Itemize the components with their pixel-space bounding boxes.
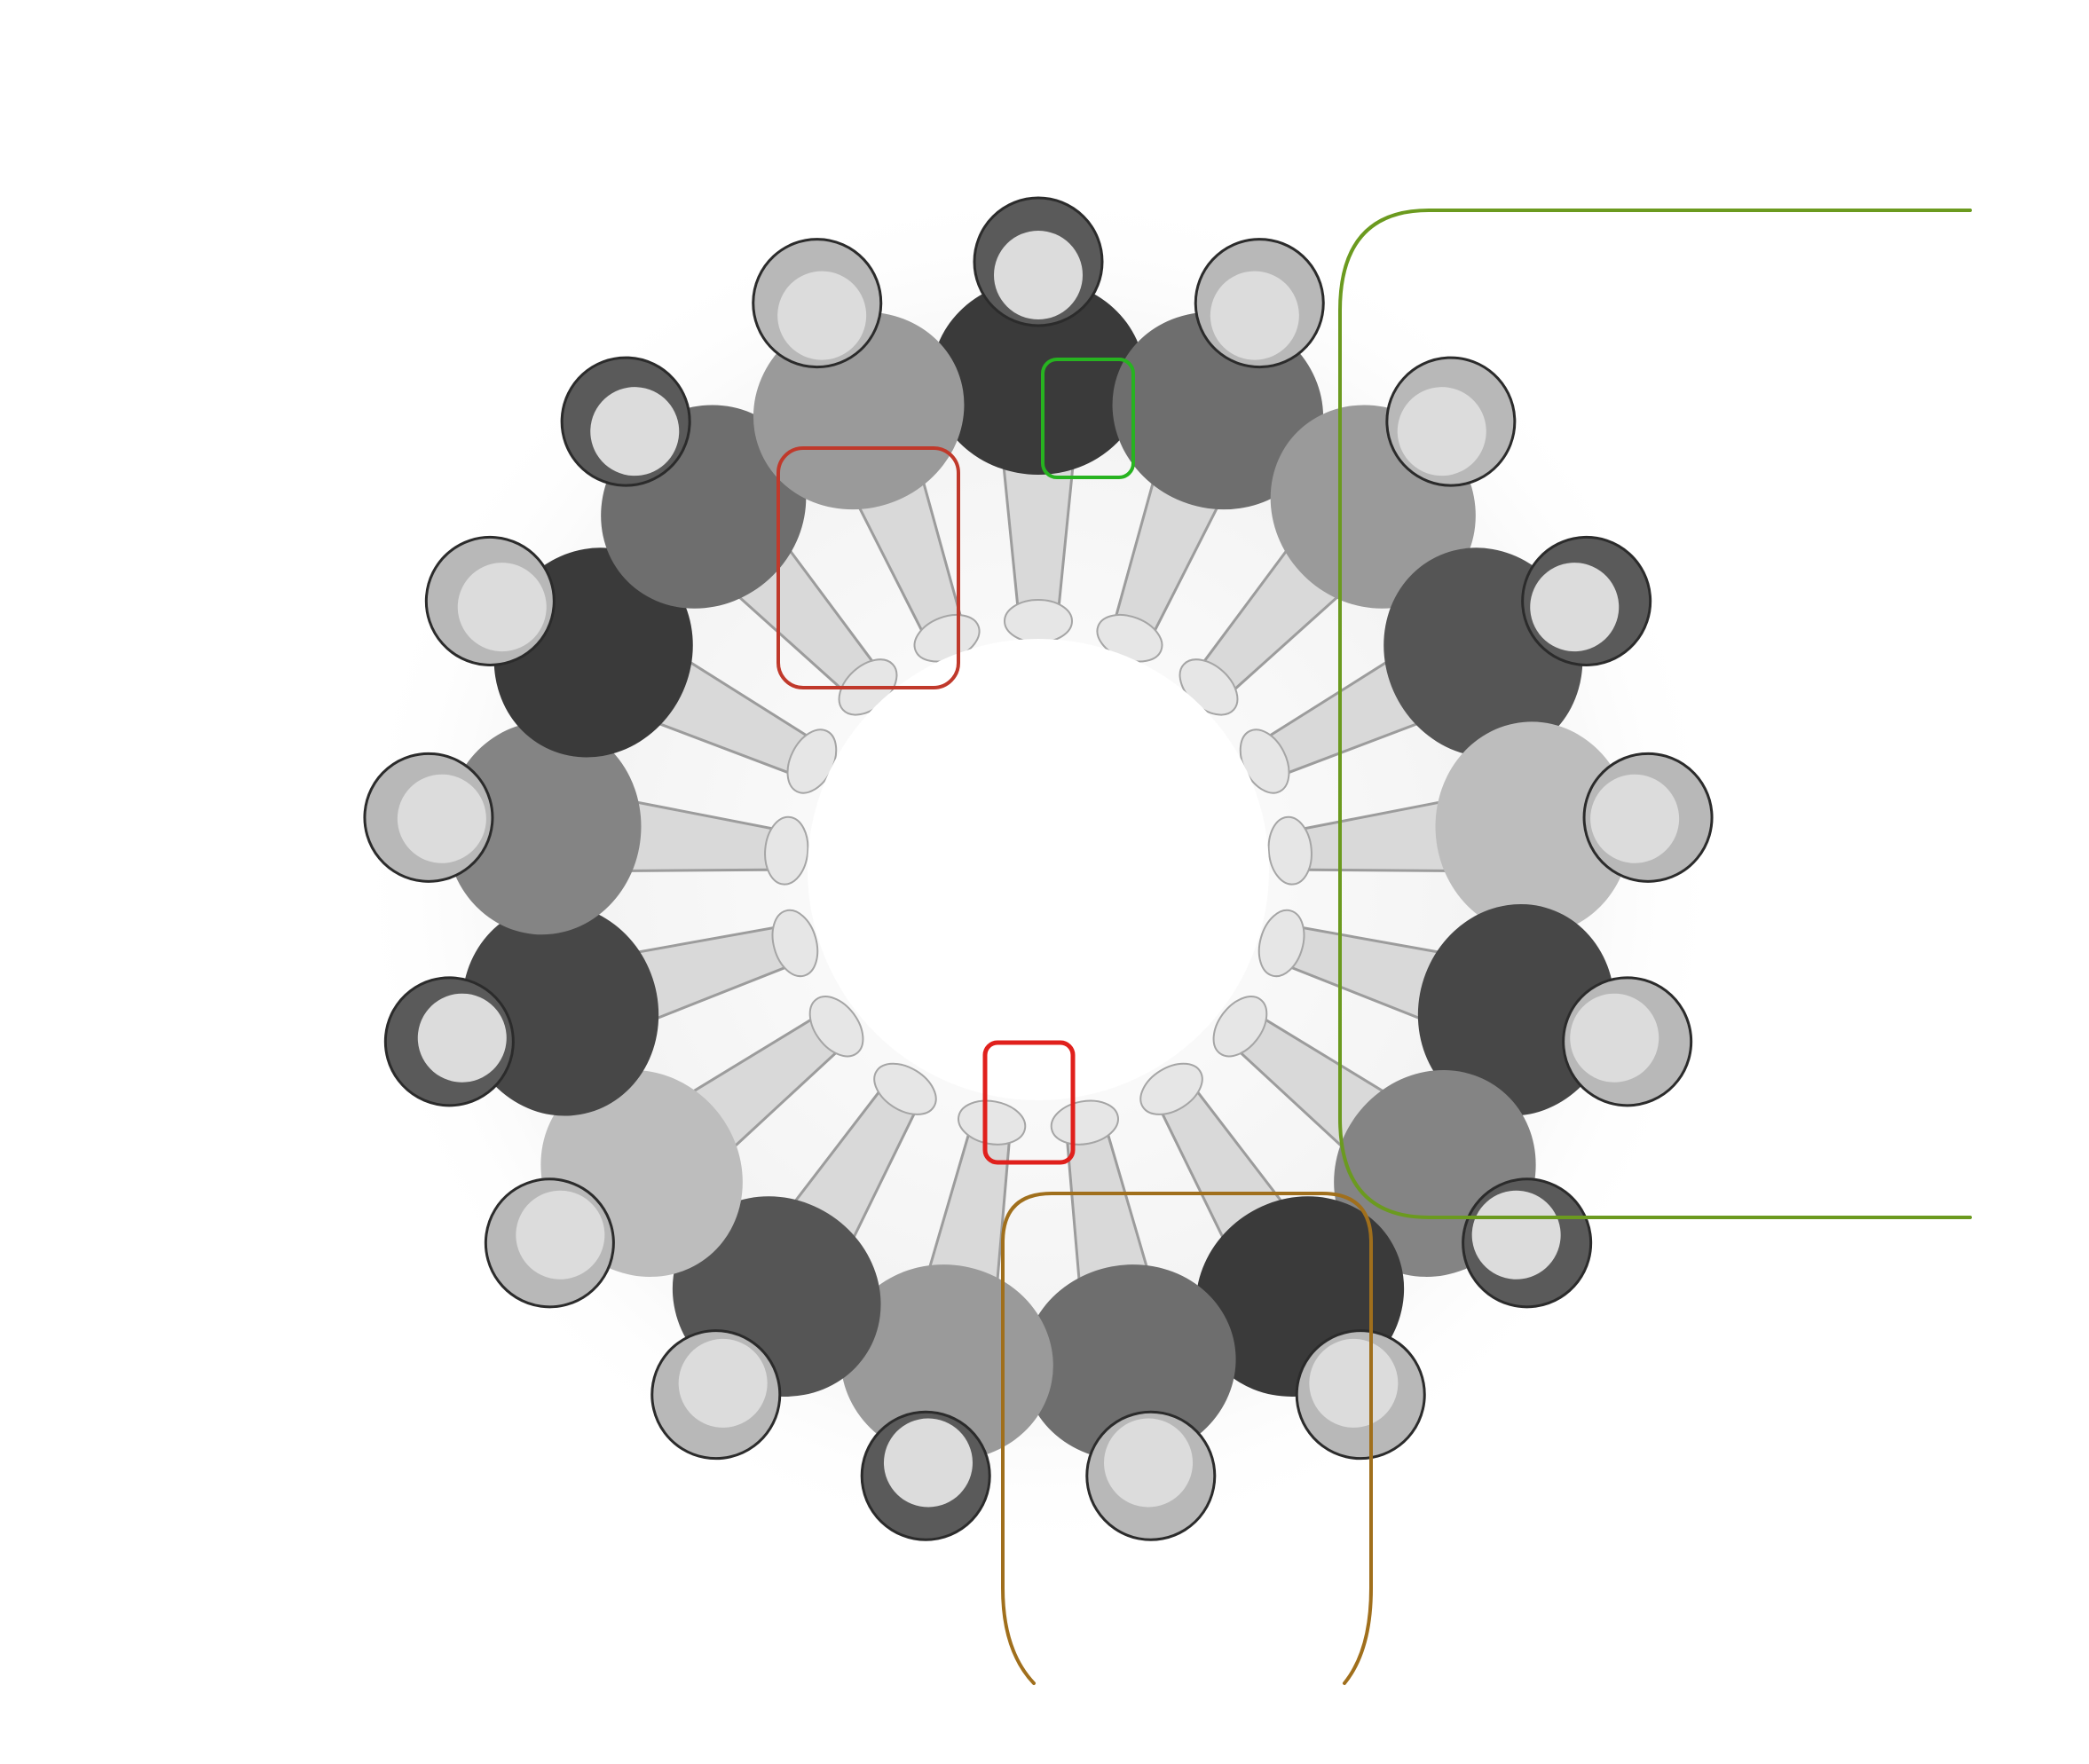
- person: [1139, 1062, 1426, 1461]
- person: [363, 721, 809, 935]
- highlight-people-bottom: [1001, 1192, 1373, 1685]
- highlight-hands-center-left: [776, 446, 960, 689]
- person: [484, 996, 864, 1309]
- person: [383, 903, 819, 1116]
- person: [1267, 721, 1714, 935]
- person: [1212, 996, 1593, 1309]
- highlight-hands-bottom: [982, 1040, 1076, 1165]
- person: [840, 1099, 1053, 1541]
- person: [1239, 535, 1652, 794]
- highlight-frames: [776, 209, 1972, 1685]
- person: [1023, 1099, 1236, 1541]
- person: [1179, 356, 1517, 716]
- person: [932, 196, 1145, 643]
- person: [752, 238, 981, 663]
- person: [1257, 903, 1693, 1116]
- person: [424, 535, 838, 794]
- person: [1096, 238, 1325, 663]
- person: [650, 1062, 937, 1461]
- highlight-shirt-top: [1041, 358, 1135, 479]
- highlight-people-right-bracket: [1338, 209, 1972, 1219]
- circle-center: [808, 639, 1269, 1100]
